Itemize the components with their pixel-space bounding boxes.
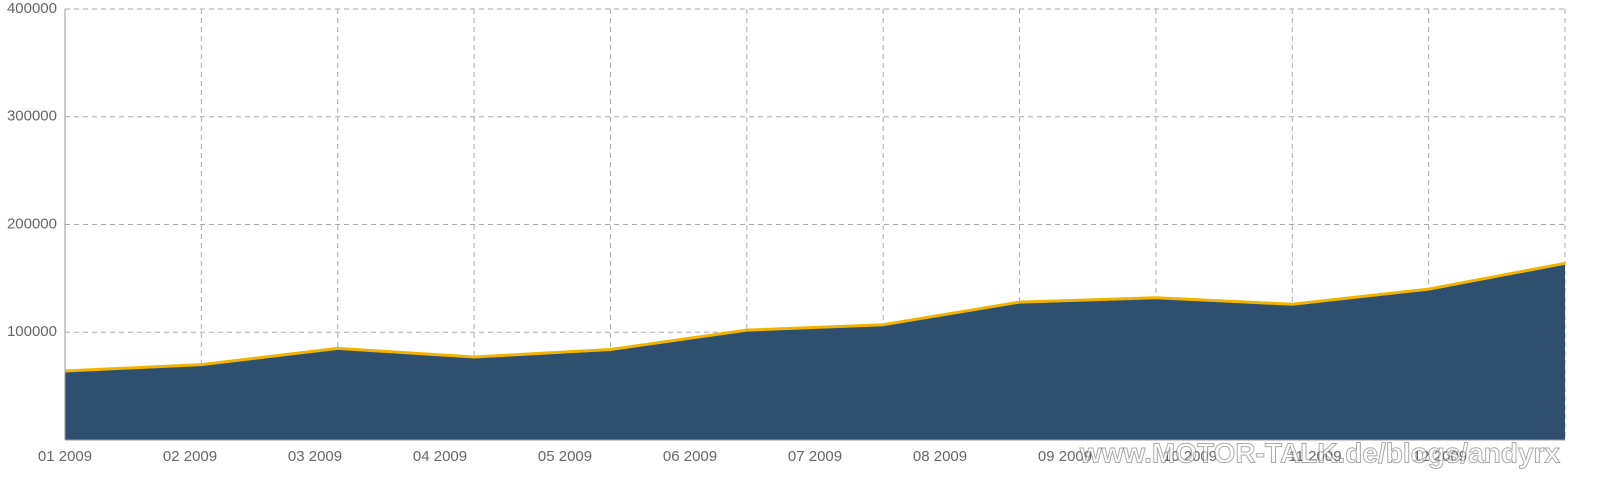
watermark: www.MOTOR-TALK.de/blogs/andyrx: [1079, 437, 1561, 468]
x-tick-label: 05 2009: [538, 448, 592, 465]
x-tick-label: 08 2009: [913, 448, 967, 465]
area-line: [64, 261, 1566, 373]
x-tick-label: 03 2009: [288, 448, 342, 465]
x-tick-label: 09 2009: [1038, 448, 1092, 465]
x-tick-label: 02 2009: [163, 448, 217, 465]
x-tick-label: 11 2009: [1288, 448, 1341, 465]
x-tick-label: 12 2009: [1413, 448, 1467, 465]
y-tick-label: 400000: [7, 0, 57, 17]
area: [65, 263, 1565, 440]
x-tick-label: 06 2009: [663, 448, 717, 465]
x-tick-label: 04 2009: [413, 448, 467, 465]
y-tick-label: 200000: [7, 215, 57, 232]
x-tick-label: 01 2009: [38, 448, 92, 465]
y-tick-label: 100000: [7, 323, 57, 340]
x-tick-label: 10 2009: [1163, 448, 1217, 465]
x-tick-label: 07 2009: [788, 448, 842, 465]
y-tick-label: 300000: [7, 108, 57, 125]
